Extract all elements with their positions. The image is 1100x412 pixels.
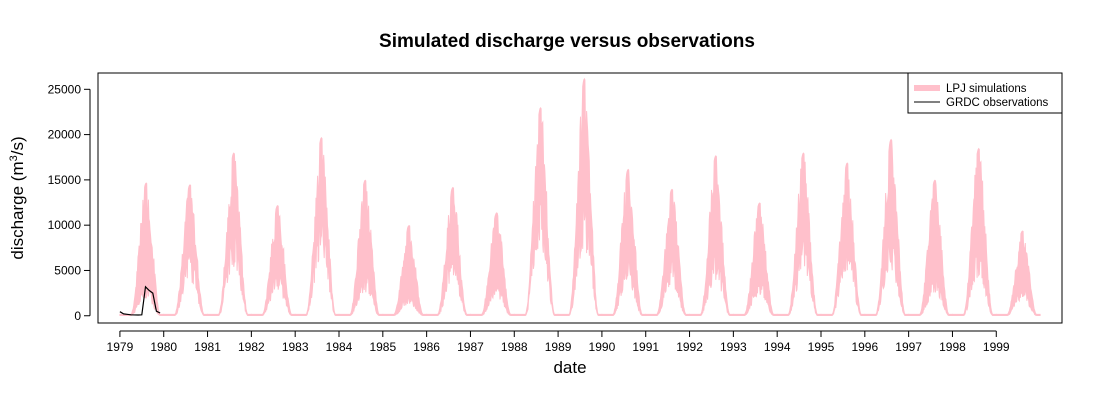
observation-line [119, 285, 161, 316]
plot-frame [97, 72, 1063, 324]
x-tick-label: 1980 [150, 340, 177, 354]
x-tick-label: 1996 [851, 340, 878, 354]
y-axis-label-main: discharge (m [8, 161, 27, 259]
y-axis-label-suffix: /s) [8, 136, 27, 155]
simulation-band-1993 [732, 202, 778, 316]
x-tick-label: 1995 [808, 340, 835, 354]
simulation-band-1984 [338, 179, 384, 316]
y-axis-label: discharge (m3/s) [8, 136, 27, 259]
simulation-band-1994 [776, 152, 822, 316]
simulation-band-1986 [426, 186, 471, 316]
observation-line-layer [119, 285, 161, 316]
x-tick-label: 1985 [369, 340, 396, 354]
x-tick-label: 1991 [632, 340, 659, 354]
x-axis-label: date [553, 358, 586, 377]
x-tick-label: 1993 [720, 340, 747, 354]
x-tick-label: 1984 [326, 340, 353, 354]
y-tick-label: 20000 [48, 128, 82, 142]
simulation-band-layer [119, 77, 1041, 316]
x-tick-label: 1988 [501, 340, 528, 354]
simulation-band-1987 [470, 212, 515, 316]
x-tick-label: 1987 [457, 340, 484, 354]
y-tick-label: 25000 [48, 82, 82, 96]
x-tick-label: 1992 [676, 340, 703, 354]
y-tick-label: 15000 [48, 173, 82, 187]
simulation-band-1990 [601, 168, 647, 316]
simulation-band-1998 [952, 147, 997, 316]
chart-title: Simulated discharge versus observations [379, 31, 755, 52]
y-axis: 0 5000 10000 15000 20000 25000 [48, 82, 91, 323]
x-tick-label: 1994 [764, 340, 791, 354]
legend-label-observations: GRDC observations [946, 97, 1049, 109]
x-tick-label: 1999 [983, 340, 1010, 354]
simulation-band-1988 [513, 107, 559, 316]
y-axis-label-superscript: 3 [8, 155, 20, 161]
x-tick-label: 1997 [895, 340, 922, 354]
simulation-band-1996 [864, 138, 910, 316]
legend-label-simulations: LPJ simulations [946, 83, 1027, 95]
y-tick-label: 5000 [54, 263, 81, 277]
simulation-band-1983 [294, 137, 340, 316]
simulation-band-1979 [119, 182, 165, 316]
x-tick-label: 1998 [939, 340, 966, 354]
legend: LPJ simulations GRDC observations [907, 72, 1063, 114]
x-tick-label: 1983 [282, 340, 309, 354]
simulation-band-1989 [557, 77, 603, 316]
x-tick-label: 1990 [589, 340, 616, 354]
legend-box [907, 72, 1063, 114]
simulation-band-1991 [645, 188, 690, 316]
simulation-band-1982 [250, 205, 296, 316]
x-tick-label: 1986 [413, 340, 440, 354]
x-tick-label: 1979 [107, 340, 134, 354]
y-tick-label: 10000 [48, 218, 82, 232]
simulation-band-1995 [820, 162, 866, 316]
simulation-band-1999 [995, 230, 1041, 316]
x-tick-label: 1981 [194, 340, 221, 354]
simulation-band-1985 [382, 224, 428, 316]
x-tick-label: 1989 [545, 340, 572, 354]
x-tick-label: 1982 [238, 340, 265, 354]
simulation-band-1980 [163, 184, 208, 316]
simulation-band-1997 [908, 179, 953, 316]
y-tick-label: 0 [74, 309, 81, 323]
x-axis: 1979 1980 1981 1982 1983 1984 1985 1986 1987 1988… [107, 330, 1010, 354]
simulation-band-1992 [689, 155, 734, 316]
simulation-band-1981 [207, 152, 252, 316]
